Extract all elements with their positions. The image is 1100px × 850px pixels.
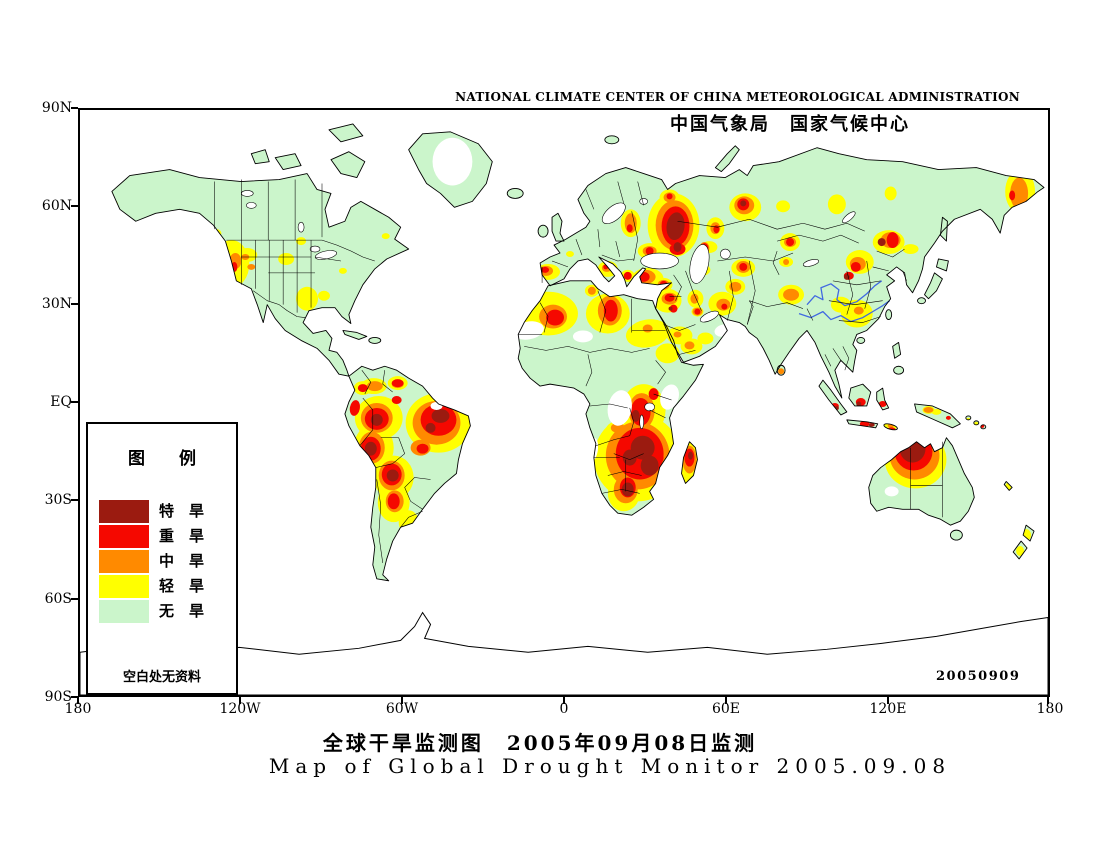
legend-title: 图 例 — [128, 449, 196, 469]
lon-label-180w: 180 — [64, 701, 92, 717]
lat-label-90s: 90S — [44, 689, 72, 705]
map-title-english: Map of Global Drought Monitor 2005.09.08 — [268, 754, 952, 778]
legend-box: 图 例 特 旱 重 旱 中 旱 轻 旱 无 旱 空白处无资料 — [86, 422, 238, 695]
lat-tick — [71, 696, 78, 698]
legend-item-severe: 重 旱 — [99, 525, 204, 548]
legend-item-none: 无 旱 — [99, 600, 204, 623]
legend-rows: 特 旱 重 旱 中 旱 轻 旱 无 旱 — [99, 500, 204, 625]
world-drought-map-svg — [80, 110, 1048, 695]
country-borders-layer — [214, 179, 943, 563]
lon-label-180e: 180 — [1036, 701, 1064, 717]
date-stamp: 20050909 — [936, 669, 1021, 684]
lon-tick — [1047, 697, 1049, 704]
light-drought-swatch — [99, 575, 149, 598]
lon-label-60e: 60E — [711, 701, 741, 717]
legend-item-label: 重 旱 — [159, 527, 205, 545]
yangtze-river — [798, 300, 891, 323]
lon-tick — [77, 697, 79, 704]
agency-name-english: NATIONAL CLIMATE CENTER OF CHINA METEORO… — [455, 90, 1020, 104]
lon-tick — [887, 697, 889, 704]
extreme-drought-swatch — [99, 500, 149, 523]
antarctica — [80, 611, 1048, 695]
lat-label-60s: 60S — [44, 591, 72, 607]
rivers-layer — [798, 280, 891, 323]
no-drought-swatch — [99, 600, 149, 623]
lon-tick — [239, 697, 241, 704]
severe-drought-swatch — [99, 525, 149, 548]
lat-label-eq: EQ — [50, 394, 72, 410]
yellow-river — [806, 280, 883, 307]
lat-tick — [71, 499, 78, 501]
lon-label-120e: 120E — [869, 701, 907, 717]
lat-label-60n: 60N — [41, 198, 72, 214]
legend-item-light: 轻 旱 — [99, 575, 204, 598]
legend-item-label: 无 旱 — [159, 602, 205, 620]
lon-tick — [401, 697, 403, 704]
lat-tick — [71, 598, 78, 600]
legend-item-label: 特 旱 — [159, 502, 205, 520]
lon-tick — [563, 697, 565, 704]
lon-label-120w: 120W — [219, 701, 261, 717]
lat-label-30n: 30N — [41, 296, 72, 312]
legend-item-label: 中 旱 — [159, 552, 205, 570]
legend-note: 空白处无资料 — [122, 670, 201, 685]
map-title-chinese: 全球干旱监测图 2005年09月08日监测 — [322, 731, 758, 755]
no-data-layer — [355, 137, 899, 539]
legend-item-moderate: 中 旱 — [99, 550, 204, 573]
lat-label-30s: 30S — [44, 492, 72, 508]
lon-label-0: 0 — [559, 701, 569, 717]
legend-item-extreme: 特 旱 — [99, 500, 204, 523]
agency-name-chinese: 中国气象局 国家气候中心 — [670, 114, 910, 135]
moderate-drought-swatch — [99, 550, 149, 573]
map-frame — [78, 108, 1050, 697]
lat-tick — [71, 303, 78, 305]
lon-label-60w: 60W — [385, 701, 419, 717]
legend-item-label: 轻 旱 — [159, 577, 205, 595]
lat-tick — [71, 107, 78, 109]
lon-tick — [725, 697, 727, 704]
lat-tick — [71, 401, 78, 403]
lakes-layer — [241, 190, 856, 430]
lat-tick — [71, 205, 78, 207]
lat-label-90n: 90N — [41, 100, 72, 116]
